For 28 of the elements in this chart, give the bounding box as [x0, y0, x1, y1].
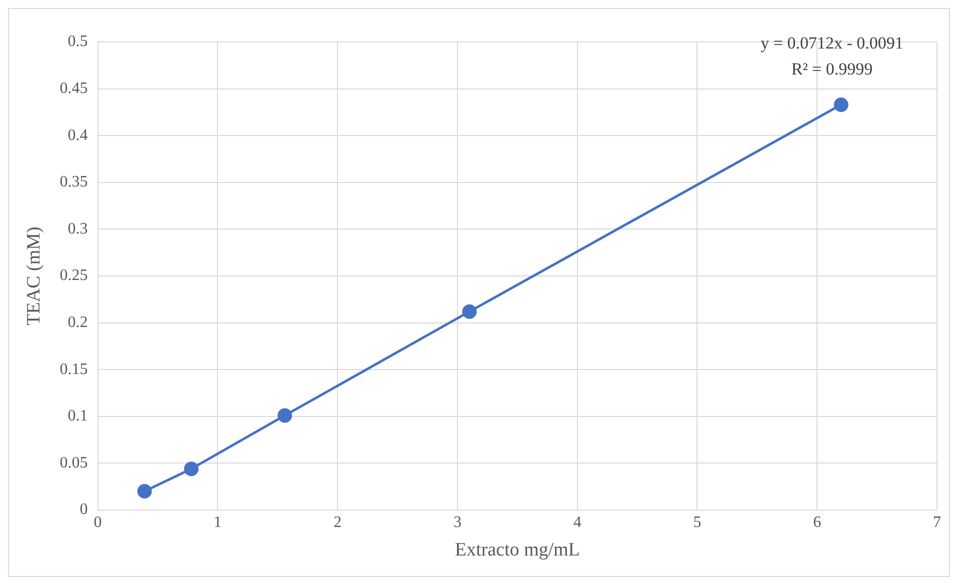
x-tick-label: 5 [693, 514, 702, 531]
point [184, 462, 199, 476]
y-tick-label: 0.35 [60, 174, 88, 191]
annotation: y = 0.0712x - 0.0091 [760, 33, 904, 52]
x-axis-title: Extracto mg/mL [454, 540, 580, 561]
x-tick-label: 4 [573, 514, 582, 531]
x-tick-label: 1 [214, 514, 222, 531]
x-tick-label: 6 [813, 514, 822, 531]
y-tick-label: 0.15 [60, 360, 88, 378]
point [462, 304, 477, 319]
x-tick-label: 0 [94, 514, 102, 531]
y-tick-label: 0 [80, 501, 88, 518]
annotation: R² = 0.9999 [791, 59, 873, 78]
y-tick-label: 0.5 [68, 33, 88, 50]
y-tick-label: 0.3 [68, 220, 88, 238]
x-tick-label: 7 [933, 514, 941, 531]
y-tick-label: 0.4 [68, 126, 88, 144]
point [278, 408, 292, 423]
y-tick-label: 0.05 [60, 454, 88, 472]
y-tick-label: 0.25 [60, 267, 88, 284]
y-tick-label: 0.45 [60, 80, 88, 98]
point [834, 97, 848, 112]
point [137, 484, 152, 499]
x-tick-label: 3 [453, 514, 462, 531]
y-tick-label: 0.1 [68, 408, 88, 425]
y-axis-title: TEAC (mM) [23, 226, 44, 326]
y-tick-label: 0.2 [68, 314, 88, 332]
x-tick-label: 2 [334, 514, 342, 531]
